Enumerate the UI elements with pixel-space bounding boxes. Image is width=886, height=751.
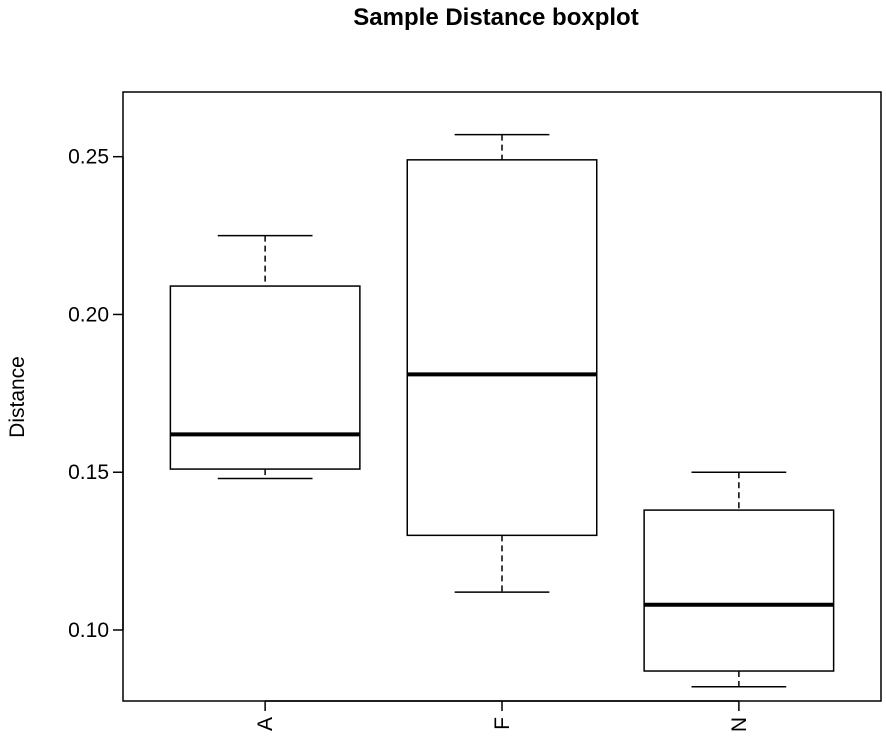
x-tick-label: N — [728, 717, 751, 732]
box-a — [169, 234, 361, 480]
box-iqr — [643, 509, 835, 672]
x-tick-label: A — [254, 717, 277, 731]
x-tick-label: F — [491, 717, 514, 730]
y-axis: 0.10 0.15 0.20 0.25 — [68, 146, 124, 642]
box-iqr — [169, 285, 361, 470]
box-n — [643, 471, 835, 688]
box-iqr — [406, 159, 598, 537]
boxes-group — [169, 133, 835, 688]
y-axis-label: Distance — [6, 356, 29, 438]
y-tick-label: 0.10 — [68, 619, 109, 642]
y-tick-label: 0.20 — [68, 303, 109, 326]
chart-title: Sample Distance boxplot — [353, 4, 638, 31]
y-tick-label: 0.15 — [68, 461, 109, 484]
box-f — [406, 133, 598, 593]
y-tick-label: 0.25 — [68, 146, 109, 169]
